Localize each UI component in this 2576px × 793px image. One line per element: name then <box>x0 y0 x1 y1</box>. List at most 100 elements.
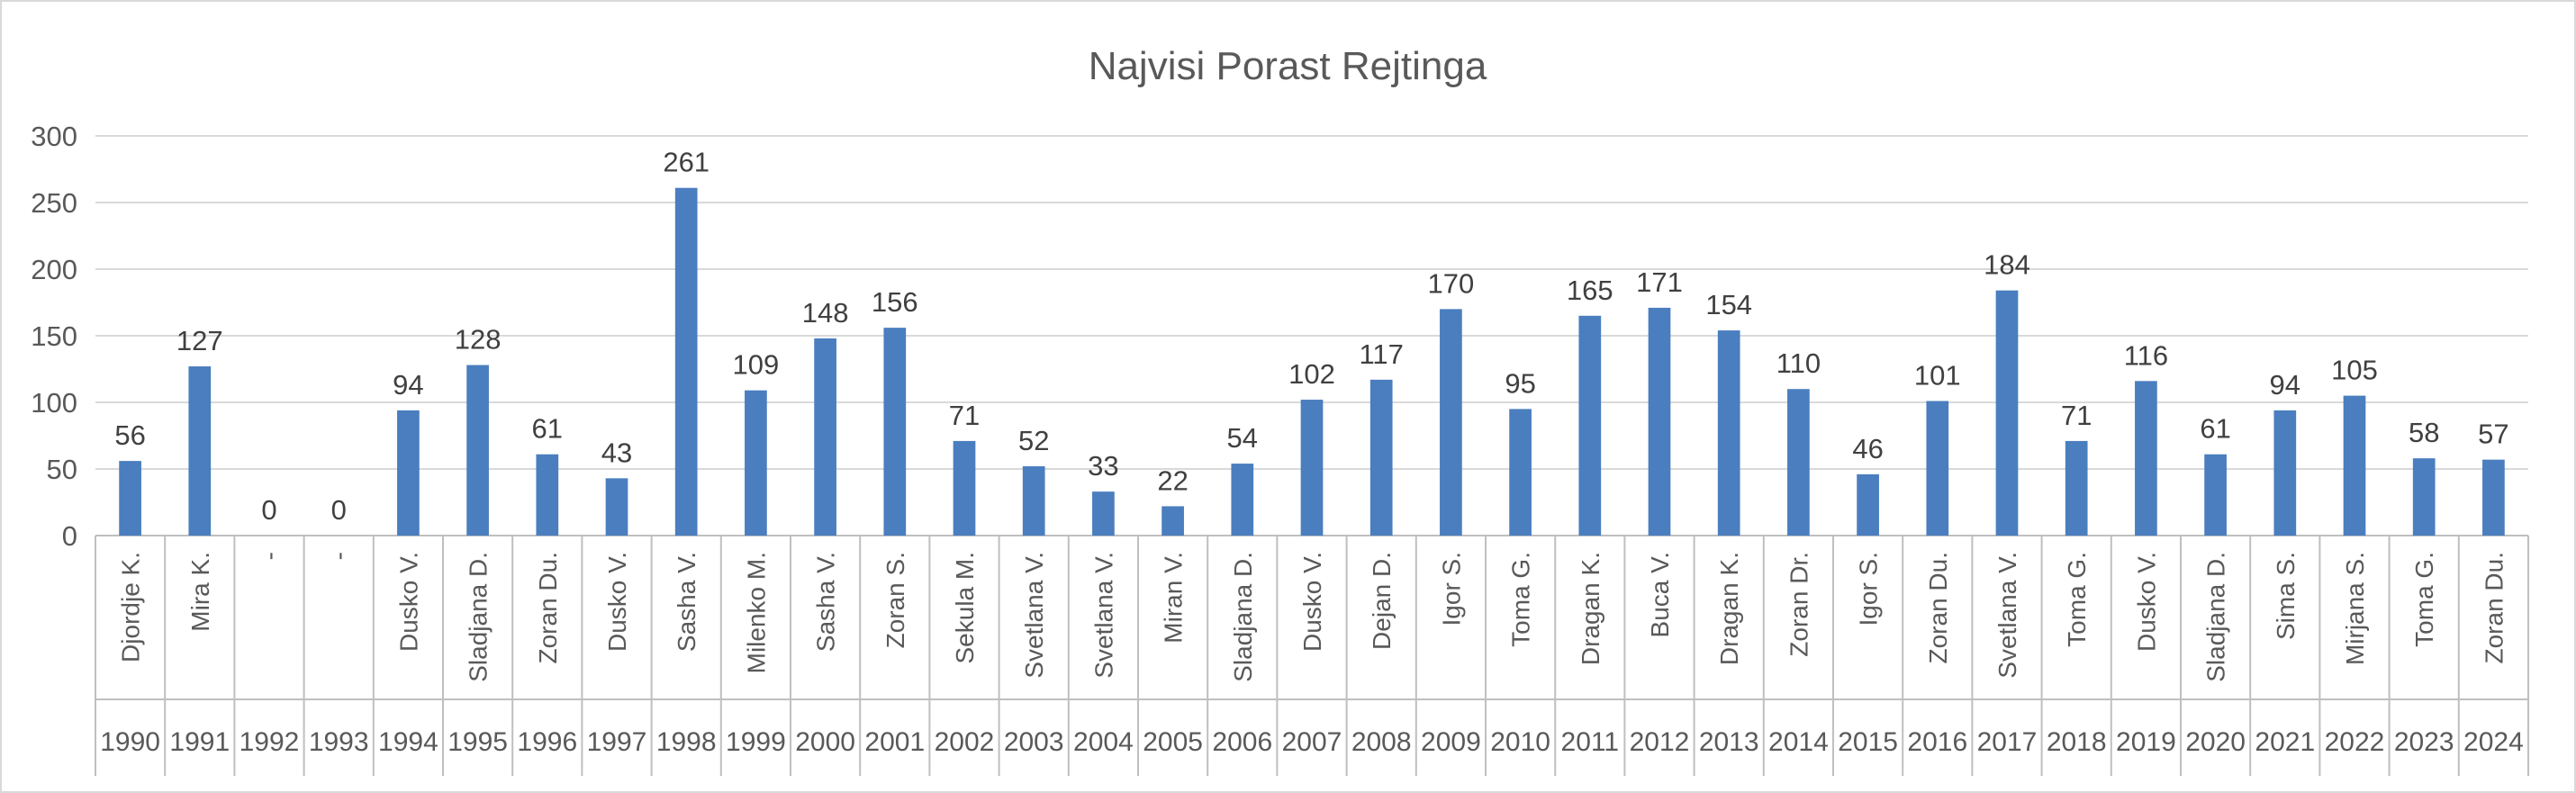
category-year-label: 2016 <box>1907 727 1967 757</box>
bar-2012 <box>1648 307 1671 536</box>
gridlines <box>95 135 2528 536</box>
category-year-label: 2024 <box>2463 727 2524 757</box>
bar-1994 <box>397 410 420 536</box>
data-label-2016: 101 <box>1914 360 1961 392</box>
data-label-2014: 110 <box>1776 347 1821 379</box>
category-name-label: Dusko V. <box>603 552 631 652</box>
category-name-label: Dejan D. <box>1368 552 1396 650</box>
category-name-label: Igor S. <box>1437 552 1465 626</box>
x-axis-categories: Djordje K. 1990 Mira K. 1991 - 1992 - 1993 Dusko… <box>95 536 2529 776</box>
category-year-label: 2008 <box>1351 727 1412 757</box>
category-name-label: Mira K. <box>186 552 214 632</box>
data-label-2002: 71 <box>949 400 980 431</box>
data-label-1995: 128 <box>455 324 502 356</box>
category-year-label: 1997 <box>587 727 647 757</box>
data-label-2000: 148 <box>802 297 849 329</box>
y-tick-label: 0 <box>62 520 77 552</box>
bar-2017 <box>1995 290 2019 536</box>
data-labels: 56 127 0 0 94 128 61 43 261 109 148 156 71 52 33 22 54 10… <box>114 147 2508 526</box>
category-name-label: Dusko V. <box>2132 552 2160 652</box>
category-year-label: 2020 <box>2185 727 2246 757</box>
data-label-2018: 71 <box>2061 400 2092 431</box>
category-year-label: 1993 <box>309 727 369 757</box>
data-label-2015: 46 <box>1852 433 1883 464</box>
category-year-label: 2022 <box>2325 727 2385 757</box>
category-name-label: Toma G. <box>2410 552 2438 647</box>
category-name-label: Dragan K. <box>1577 552 1604 665</box>
category-year-label: 2003 <box>1004 727 1064 757</box>
bar-1995 <box>466 365 489 536</box>
data-label-2001: 156 <box>872 286 918 318</box>
category-name-label: - <box>256 552 284 560</box>
category-year-label: 2000 <box>795 727 855 757</box>
y-axis-ticks: 0 50 100 150 200 250 300 <box>31 121 77 552</box>
category-year-label: 2018 <box>2047 727 2107 757</box>
bar-2011 <box>1578 315 1602 536</box>
category-name-label: Zoran Du. <box>1924 552 1952 664</box>
data-label-2005: 22 <box>1157 464 1188 496</box>
category-name-label: Igor S. <box>1855 552 1883 626</box>
category-year-label: 1996 <box>517 727 577 757</box>
bar-2020 <box>2204 454 2227 536</box>
bar-2022 <box>2343 395 2366 536</box>
bar-2019 <box>2135 381 2157 536</box>
bar-1997 <box>605 478 628 536</box>
data-label-2008: 117 <box>1359 338 1403 370</box>
bar-2009 <box>1440 309 1462 536</box>
category-name-label: Zoran Du. <box>534 552 562 664</box>
category-year-label: 1995 <box>447 727 508 757</box>
data-label-2020: 61 <box>2200 413 2230 445</box>
data-label-2009: 170 <box>1428 267 1475 299</box>
bar-2010 <box>1509 409 1532 536</box>
data-label-2022: 105 <box>2331 355 2378 386</box>
bar-2007 <box>1300 400 1324 536</box>
data-label-2013: 154 <box>1705 289 1752 320</box>
category-year-label: 2001 <box>864 727 925 757</box>
category-name-label: Sekula M. <box>951 552 979 664</box>
category-year-label: 2023 <box>2394 727 2454 757</box>
bar-2015 <box>1857 473 1879 536</box>
bar-2001 <box>883 328 907 536</box>
bar-2005 <box>1161 506 1184 536</box>
category-year-label: 2006 <box>1212 727 1272 757</box>
category-name-label: Svetlana V. <box>1020 552 1048 679</box>
bar-2013 <box>1717 330 1740 536</box>
bar-2016 <box>1926 401 1949 536</box>
data-label-2006: 54 <box>1227 422 1258 454</box>
category-year-label: 2012 <box>1630 727 1690 757</box>
bar-2006 <box>1231 464 1254 536</box>
category-name-label: Sladjana D. <box>1229 552 1257 682</box>
bar-2000 <box>814 338 836 536</box>
category-year-label: 2017 <box>1977 727 2038 757</box>
bar-1990 <box>119 461 141 536</box>
data-label-1993: 0 <box>331 494 347 526</box>
data-label-2007: 102 <box>1288 358 1335 390</box>
category-name-label: Dragan K. <box>1715 552 1743 665</box>
category-name-label: Zoran Du. <box>2480 552 2508 664</box>
bar-1998 <box>674 187 698 536</box>
category-year-label: 2009 <box>1421 727 1481 757</box>
y-tick-label: 50 <box>47 454 77 485</box>
category-year-label: 2010 <box>1490 727 1550 757</box>
category-name-label: - <box>325 552 353 560</box>
y-tick-label: 300 <box>31 121 77 152</box>
data-label-2004: 33 <box>1088 450 1118 482</box>
bar-2008 <box>1369 379 1393 536</box>
category-year-label: 2021 <box>2255 727 2315 757</box>
data-label-2019: 116 <box>2124 339 2168 371</box>
category-year-label: 2014 <box>1768 727 1829 757</box>
category-year-label: 2013 <box>1699 727 1759 757</box>
data-label-2003: 52 <box>1018 425 1049 456</box>
category-name-label: Dusko V. <box>394 552 422 652</box>
bar-2021 <box>2273 410 2297 536</box>
category-name-label: Sasha V. <box>673 552 700 652</box>
bar-2002 <box>953 440 976 536</box>
data-label-1997: 43 <box>601 437 632 468</box>
data-label-1996: 61 <box>532 413 563 445</box>
chart-title: Najvisi Porast Rejtinga <box>1089 44 1487 88</box>
bar-2018 <box>2065 440 2088 536</box>
data-label-1992: 0 <box>261 494 276 526</box>
data-label-2017: 184 <box>1984 249 2030 281</box>
category-name-label: Zoran Dr. <box>1785 552 1812 657</box>
